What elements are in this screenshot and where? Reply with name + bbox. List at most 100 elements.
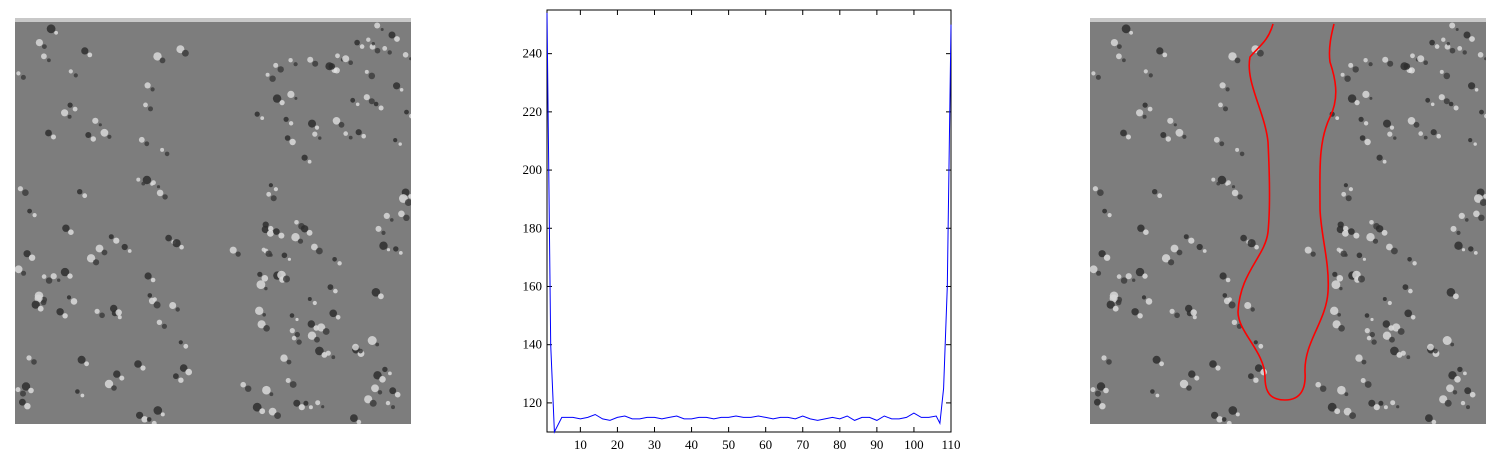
speckle-dot [1484, 113, 1486, 119]
speckle-dot [312, 300, 317, 306]
speckle-dot [1228, 406, 1238, 415]
speckle-dot [28, 387, 34, 394]
speckle-dot [1102, 208, 1107, 214]
speckle-dot [67, 114, 72, 119]
x-tick-label: 50 [722, 437, 735, 452]
speckle-dot [1190, 309, 1197, 316]
speckle-dot [1183, 234, 1189, 240]
speckle-dot [1165, 136, 1171, 142]
speckle-dot [364, 395, 373, 404]
speckle-dot [1103, 254, 1111, 261]
speckle-dot [98, 123, 102, 127]
speckle-dot [148, 106, 153, 112]
speckle-dot [1446, 384, 1454, 393]
speckle-dot [1226, 180, 1231, 186]
speckle-dot [21, 382, 31, 391]
speckle-dot [62, 224, 70, 232]
speckle-dot [178, 377, 184, 383]
speckle-dot [1434, 44, 1440, 49]
speckle-dot [398, 251, 403, 255]
red-contour [1237, 23, 1337, 401]
speckle-dot [268, 225, 274, 232]
speckle-dot [354, 39, 360, 46]
speckle-dot [50, 273, 57, 280]
speckle-dot [312, 131, 318, 137]
speckle-dot [311, 243, 318, 251]
speckle-dot [1363, 121, 1369, 126]
speckle-dot [279, 100, 285, 106]
speckle-dot [150, 87, 155, 92]
speckle-dot [1186, 385, 1192, 391]
speckle-dot [1137, 224, 1145, 232]
speckle-dot [77, 355, 86, 364]
speckle-dot [1345, 195, 1352, 202]
speckle-dot [20, 74, 26, 80]
x-tick-label: 100 [904, 437, 924, 452]
speckle-dot [1400, 350, 1406, 356]
speckle-dot [75, 389, 80, 394]
speckle-dot [1188, 370, 1196, 378]
speckle-dot [1423, 60, 1428, 65]
speckle-dot [1348, 228, 1355, 235]
line-chart-svg: 120 140 160 180 200 220 240 10 20 30 40 50 60 70 80 90… [523, 9, 961, 452]
speckle-dot [382, 366, 388, 373]
speckle-dot [1192, 315, 1197, 320]
speckle-dot [1425, 97, 1431, 103]
speckle-dot [95, 244, 104, 253]
speckle-dot [182, 49, 189, 57]
speckle-dot [1418, 131, 1423, 136]
speckle-dot [179, 364, 188, 372]
speckle-dot [1454, 376, 1461, 383]
speckle-dot [1254, 364, 1263, 372]
speckle-dot [161, 323, 167, 329]
speckle-dot [1368, 62, 1373, 67]
speckle-dot [1389, 336, 1395, 343]
speckle-dot [45, 129, 52, 137]
speckle-dot [1454, 241, 1463, 250]
speckle-dot [99, 312, 105, 319]
speckle-dot [383, 212, 390, 219]
speckle-dot [1410, 315, 1416, 320]
speckle-dot [1211, 177, 1216, 182]
speckle-dot [1257, 49, 1264, 57]
speckle-dot [1115, 299, 1122, 306]
speckle-dot [314, 336, 320, 343]
speckle-dot [1185, 304, 1193, 313]
speckle-dot [1383, 119, 1391, 128]
speckle-dot [1360, 378, 1366, 383]
speckle-dot [1334, 408, 1341, 415]
speckle-dot [375, 225, 382, 232]
speckle-dot [1240, 234, 1247, 242]
speckle-dot [369, 399, 377, 407]
speckle-dot [1126, 134, 1131, 140]
speckle-dot [1337, 221, 1344, 228]
speckle-dot [1211, 411, 1219, 419]
speckle-dot [1439, 395, 1448, 404]
speckle-dot [42, 44, 47, 49]
speckle-dot [265, 250, 272, 257]
speckle-dot [325, 350, 331, 356]
speckle-dot [17, 186, 23, 192]
speckle-dot [398, 142, 402, 146]
speckle-dot [1231, 185, 1236, 189]
speckle-dot [1228, 52, 1237, 61]
speckle-dot [16, 71, 21, 76]
speckle-dot [1223, 106, 1228, 112]
speckle-dot [1389, 125, 1395, 130]
speckle-dot [289, 328, 295, 334]
speckle-dot [1137, 313, 1143, 319]
speckle-dot [393, 82, 401, 90]
speckle-dot [306, 229, 313, 236]
speckle-dot [1112, 305, 1119, 312]
speckle-dot [143, 102, 148, 108]
speckle-dot [107, 134, 112, 139]
speckle-dot [267, 230, 274, 237]
speckle-dot [263, 325, 270, 332]
speckle-dot [377, 390, 383, 395]
speckle-dot [272, 94, 282, 103]
speckle-dot [1457, 46, 1463, 51]
speckle-dot [380, 28, 384, 31]
speckle-dot [332, 257, 337, 262]
speckle-dot [288, 121, 294, 126]
speckle-dot [1092, 186, 1098, 192]
